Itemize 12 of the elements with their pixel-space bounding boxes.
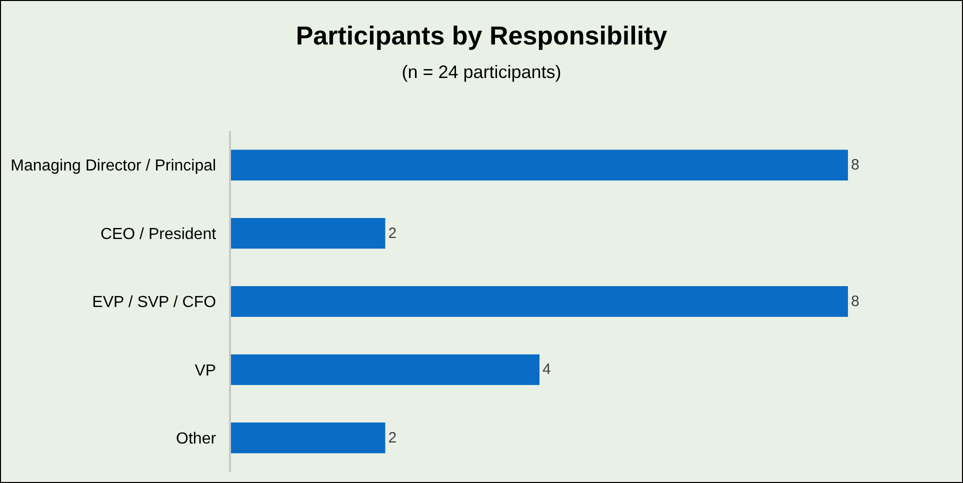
data-label: 8: [850, 293, 860, 310]
y-tick-label: VP: [194, 362, 216, 380]
chart-title: Participants by Responsibility: [296, 20, 668, 50]
data-label: 2: [388, 224, 397, 242]
chart-subtitle: (n = 24 participants): [402, 62, 562, 82]
y-tick-label: Other: [176, 430, 217, 448]
data-label: 8: [850, 156, 860, 174]
data-label: 4: [542, 361, 551, 378]
data-label: 2: [388, 429, 397, 446]
y-tick-label: EVP / SVP / CFO: [92, 294, 216, 312]
y-tick-label: CEO / President: [100, 226, 217, 243]
y-tick-label: Managing Director / Principal: [10, 158, 216, 175]
